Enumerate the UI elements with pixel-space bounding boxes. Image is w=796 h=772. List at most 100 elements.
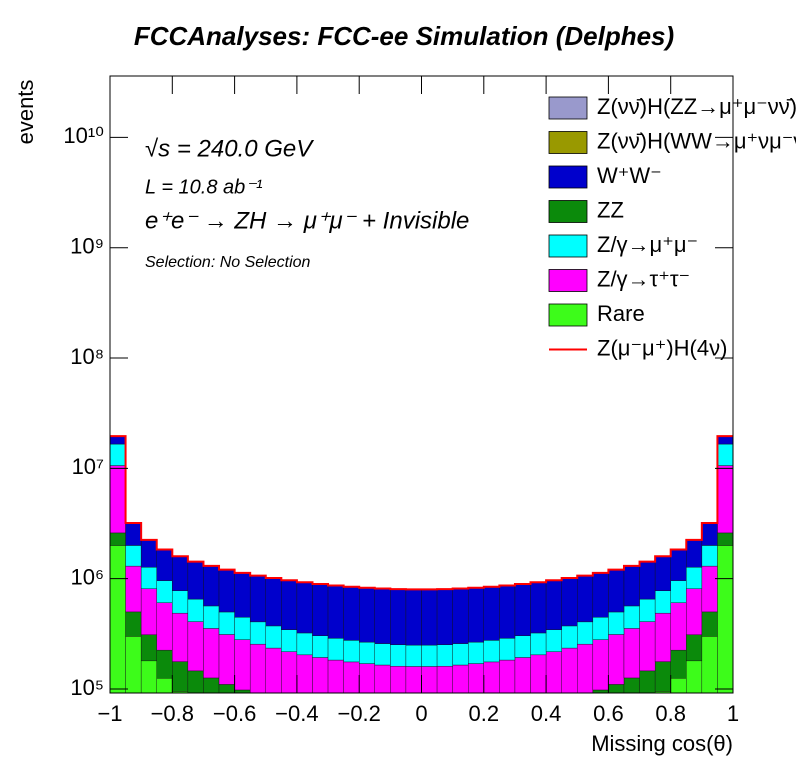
histogram-bar xyxy=(577,575,594,623)
histogram-bar xyxy=(156,580,173,603)
histogram-bar xyxy=(499,711,515,748)
legend-label: Rare xyxy=(597,301,645,326)
y-tick-label: 10⁹ xyxy=(70,234,104,259)
histogram-bar xyxy=(140,634,157,662)
legend-swatch xyxy=(548,200,588,223)
histogram-bar xyxy=(592,572,609,618)
histogram-bar xyxy=(654,691,671,693)
histogram-bar xyxy=(110,435,126,445)
histogram-bar xyxy=(592,639,609,691)
histogram-bar xyxy=(187,621,204,672)
histogram-bar xyxy=(312,635,329,658)
histogram-bar xyxy=(468,587,485,643)
histogram-bar xyxy=(421,644,438,667)
histogram-bar xyxy=(483,640,500,663)
histogram-bar xyxy=(701,611,718,637)
histogram-bar xyxy=(545,580,562,630)
histogram-bar xyxy=(639,561,656,600)
y-tick-label: 10⁵ xyxy=(70,675,104,700)
histogram-bar xyxy=(281,629,298,652)
histogram-bar xyxy=(265,647,282,693)
histogram-bar xyxy=(125,545,142,567)
x-tick-label: −0.6 xyxy=(213,701,256,726)
histogram-bar xyxy=(717,465,733,534)
x-tick-label: 0.6 xyxy=(593,701,624,726)
histogram-bar xyxy=(359,587,375,643)
histogram-bar xyxy=(686,660,703,693)
histogram-bar xyxy=(390,665,407,693)
histogram-bar xyxy=(343,586,360,641)
histogram-bar xyxy=(125,522,142,546)
histogram-bar xyxy=(654,661,671,692)
histogram-bar xyxy=(530,654,547,693)
histogram-bar xyxy=(405,644,422,667)
histogram-bar xyxy=(234,639,251,691)
histogram-bar xyxy=(156,649,173,679)
histogram-bar xyxy=(561,577,578,627)
histogram-bar xyxy=(561,625,578,649)
histogram-bar xyxy=(670,580,687,603)
histogram-bar xyxy=(514,583,531,636)
histogram-bar xyxy=(670,649,687,679)
x-tick-label: 1 xyxy=(727,701,739,726)
axes: 10⁵ 10⁶ 10⁷ 10⁸ 10⁹ 10¹⁰ −1 −0.8 −0.6 −0.4 −0.2 0 0.… xyxy=(63,75,739,726)
histogram-bar xyxy=(436,588,453,645)
y-axis-label: events xyxy=(13,80,38,145)
histogram-bar xyxy=(110,465,126,534)
legend-swatch xyxy=(548,96,588,120)
histogram-bar xyxy=(172,590,189,614)
legend: Z(νν̄)H(ZZ→μ⁺μ⁻νν̄) Z(νν̄)H(WW→μ⁺νμ⁻ν̄) W⁺… xyxy=(548,94,796,360)
x-tick-label: −1 xyxy=(97,701,122,726)
histogram-bar xyxy=(265,577,282,627)
histogram-bar xyxy=(530,632,547,656)
signal-line xyxy=(110,435,733,591)
histogram-bar xyxy=(545,651,562,693)
annotation: Selection: No Selection xyxy=(145,254,311,271)
y-tick-label: 10⁸ xyxy=(70,344,104,369)
histogram-bar xyxy=(110,545,126,693)
histogram-bar xyxy=(172,556,189,591)
histogram-bar xyxy=(281,651,298,693)
histogram-bar xyxy=(452,664,469,693)
legend-swatch xyxy=(548,131,588,154)
legend-label: Z(νν̄)H(ZZ→μ⁺μ⁻νν̄) xyxy=(597,94,796,119)
histogram-bar xyxy=(545,629,562,652)
histogram-bar xyxy=(218,634,235,685)
legend-swatch xyxy=(548,165,588,189)
histogram-bar xyxy=(623,677,640,693)
histogram-bar xyxy=(405,589,422,646)
histogram-bar xyxy=(156,602,173,651)
histogram-bar xyxy=(156,549,173,581)
histogram-bar xyxy=(374,588,391,644)
histogram-bar xyxy=(623,565,640,607)
histogram-bar xyxy=(670,678,687,693)
legend-swatch xyxy=(548,234,588,258)
legend-label: Z/γ→τ⁺τ⁻ xyxy=(597,266,690,291)
histogram-bar xyxy=(452,588,469,644)
histogram-bar xyxy=(187,670,204,693)
legend-swatch xyxy=(548,269,588,292)
histogram-bar xyxy=(499,585,516,639)
histogram-bar xyxy=(249,575,266,623)
histogram-bar xyxy=(125,565,142,613)
histogram-bar xyxy=(390,718,406,756)
histogram-bar xyxy=(359,641,375,664)
histogram-bar xyxy=(514,635,531,658)
y-tick-label: 10⁶ xyxy=(70,564,104,589)
histogram-bar xyxy=(156,678,173,693)
histogram-bar xyxy=(281,580,298,630)
x-tick-label: −0.2 xyxy=(337,701,380,726)
x-tick-label: 0.4 xyxy=(531,701,562,726)
chart-title: FCCAnalyses: FCC-ee Simulation (Delphes) xyxy=(134,21,674,51)
histogram-bar xyxy=(639,621,656,672)
histogram-bar xyxy=(140,660,157,693)
histogram-bar xyxy=(296,632,313,656)
histogram-bar xyxy=(125,611,142,637)
histogram-bar xyxy=(577,695,593,730)
legend-label: Z(μ⁻μ⁺)H(4ν) xyxy=(597,335,727,360)
histogram-bar xyxy=(701,545,718,567)
y-tick-label: 10¹⁰ xyxy=(63,123,104,148)
x-axis-label: Missing cos(θ) xyxy=(591,731,733,756)
histogram-bar xyxy=(265,625,282,649)
